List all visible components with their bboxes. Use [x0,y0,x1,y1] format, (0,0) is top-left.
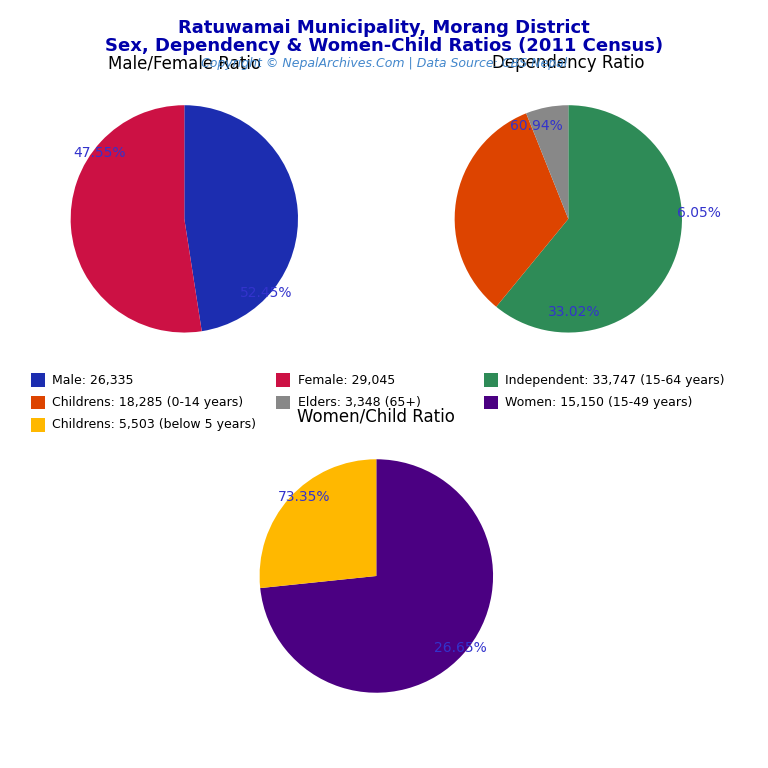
Title: Women/Child Ratio: Women/Child Ratio [297,408,455,425]
Wedge shape [260,459,493,693]
Text: Copyright © NepalArchives.Com | Data Source: CBS Nepal: Copyright © NepalArchives.Com | Data Sou… [201,57,567,70]
Text: 73.35%: 73.35% [278,490,330,504]
Text: Female: 29,045: Female: 29,045 [298,374,396,386]
Text: Sex, Dependency & Women-Child Ratios (2011 Census): Sex, Dependency & Women-Child Ratios (20… [105,37,663,55]
Text: 26.65%: 26.65% [434,641,487,655]
Text: Independent: 33,747 (15-64 years): Independent: 33,747 (15-64 years) [505,374,725,386]
Text: 47.55%: 47.55% [73,146,125,160]
Wedge shape [184,105,298,331]
Wedge shape [71,105,202,333]
Text: Childrens: 18,285 (0-14 years): Childrens: 18,285 (0-14 years) [52,396,243,409]
Text: Childrens: 5,503 (below 5 years): Childrens: 5,503 (below 5 years) [52,419,257,431]
Text: Ratuwamai Municipality, Morang District: Ratuwamai Municipality, Morang District [178,19,590,37]
Text: 60.94%: 60.94% [510,119,563,133]
Wedge shape [526,105,568,219]
Text: Male: 26,335: Male: 26,335 [52,374,134,386]
Wedge shape [455,114,568,306]
Wedge shape [260,459,376,588]
Text: 52.45%: 52.45% [240,286,293,300]
Text: 33.02%: 33.02% [548,305,601,319]
Text: Elders: 3,348 (65+): Elders: 3,348 (65+) [298,396,421,409]
Title: Male/Female Ratio: Male/Female Ratio [108,55,261,72]
Text: 6.05%: 6.05% [677,206,721,220]
Title: Dependency Ratio: Dependency Ratio [492,55,644,72]
Wedge shape [496,105,682,333]
Text: Women: 15,150 (15-49 years): Women: 15,150 (15-49 years) [505,396,693,409]
